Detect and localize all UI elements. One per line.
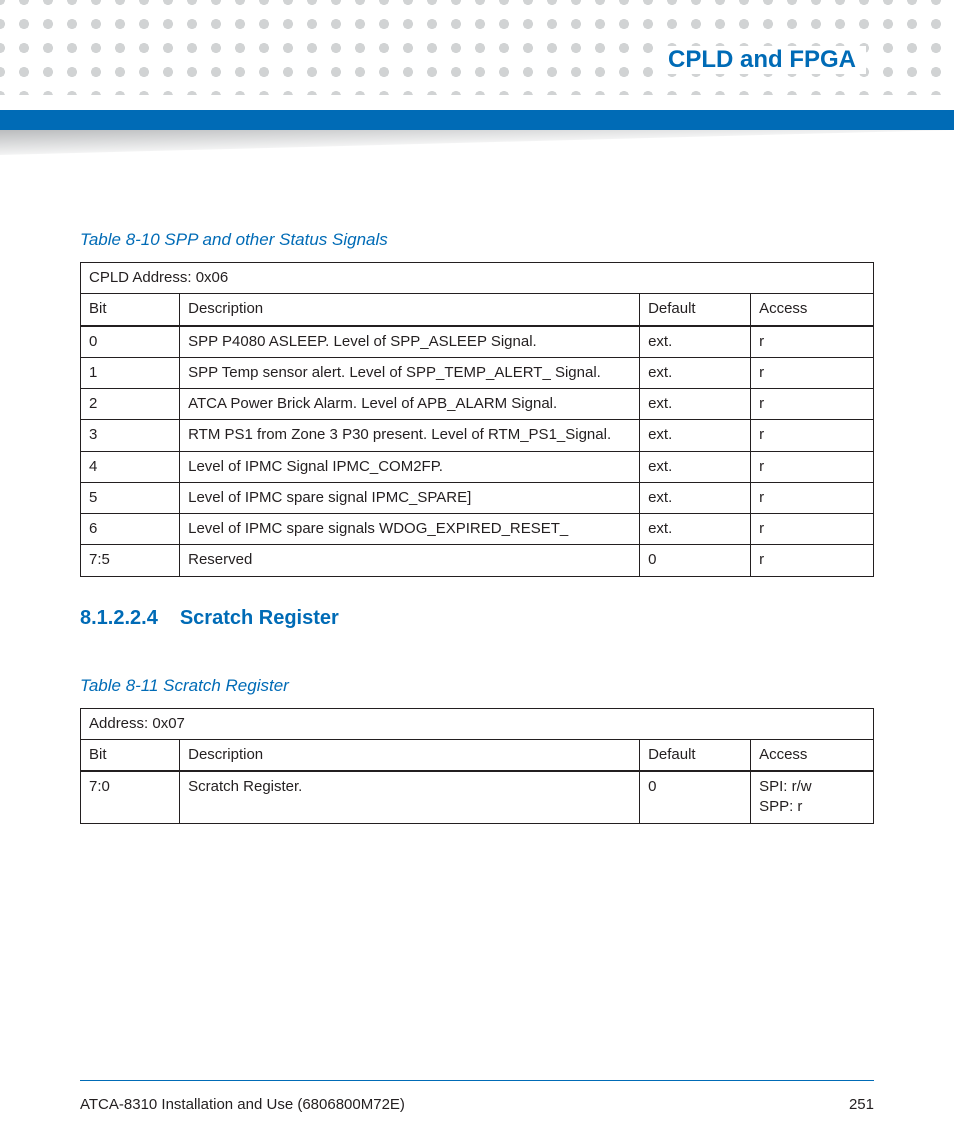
section-title: Scratch Register [180, 607, 339, 629]
col-header: Default [640, 739, 751, 771]
table-row: CPLD Address: 0x06 [81, 263, 874, 294]
table-1-caption: Table 8-10 SPP and other Status Signals [80, 230, 874, 250]
col-header: Access [751, 294, 874, 326]
section-heading: 8.1.2.2.4 Scratch Register [80, 607, 874, 630]
table-row: 7:0 Scratch Register. 0 SPI: r/w SPP: r [81, 771, 874, 823]
table-row: 5Level of IPMC spare signal IPMC_SPARE]e… [81, 482, 874, 513]
table-row: Bit Description Default Access [81, 294, 874, 326]
table-2: Address: 0x07 Bit Description Default Ac… [80, 708, 874, 824]
table-row: 3RTM PS1 from Zone 3 P30 present. Level … [81, 420, 874, 451]
table-row: 4Level of IPMC Signal IPMC_COM2FP.ext.r [81, 451, 874, 482]
footer-page-number: 251 [849, 1096, 874, 1113]
table-row: 7:5Reserved0r [81, 545, 874, 576]
footer-rule [80, 1080, 874, 1081]
header-shadow [0, 130, 954, 155]
address-cell: CPLD Address: 0x06 [81, 263, 874, 294]
col-header: Default [640, 294, 751, 326]
table-row: 0SPP P4080 ASLEEP. Level of SPP_ASLEEP S… [81, 326, 874, 358]
table-row: 6Level of IPMC spare signals WDOG_EXPIRE… [81, 514, 874, 545]
col-header: Bit [81, 739, 180, 771]
col-header: Description [180, 739, 640, 771]
table-2-caption: Table 8-11 Scratch Register [80, 676, 874, 696]
page-content: Table 8-10 SPP and other Status Signals … [80, 230, 874, 854]
section-number: 8.1.2.2.4 [80, 607, 158, 629]
col-header: Access [751, 739, 874, 771]
table-row: Bit Description Default Access [81, 739, 874, 771]
footer-doc-title: ATCA-8310 Installation and Use (6806800M… [80, 1096, 405, 1113]
table-1: CPLD Address: 0x06 Bit Description Defau… [80, 262, 874, 577]
address-cell: Address: 0x07 [81, 708, 874, 739]
table-row: 2ATCA Power Brick Alarm. Level of APB_AL… [81, 389, 874, 420]
table-row: Address: 0x07 [81, 708, 874, 739]
header-blue-bar [0, 110, 954, 130]
col-header: Bit [81, 294, 180, 326]
col-header: Description [180, 294, 640, 326]
page-footer: ATCA-8310 Installation and Use (6806800M… [80, 1096, 874, 1113]
table-row: 1SPP Temp sensor alert. Level of SPP_TEM… [81, 357, 874, 388]
page-title: CPLD and FPGA [654, 46, 866, 74]
